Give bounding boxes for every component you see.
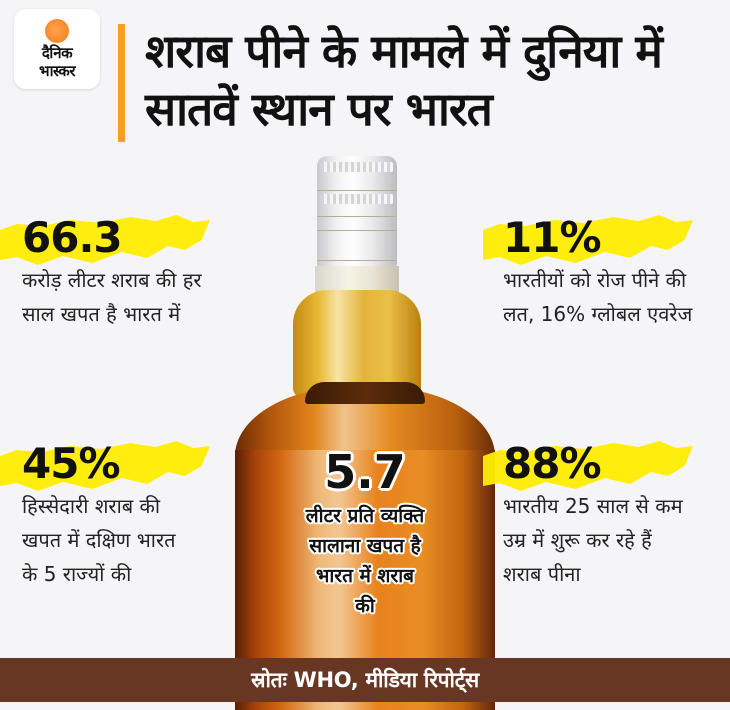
stat-annual-consumption: 66.3 करोड़ लीटर शराब की हर साल खपत है भा… (0, 213, 252, 331)
logo-text-line2: भास्कर (39, 62, 75, 80)
stat-under-25-start: 88% भारतीय 25 साल से कम उम्र में शुरू कर… (483, 439, 730, 591)
stat-description: हिस्सेदारी शराब की खपत में दक्षिण भारत क… (22, 494, 176, 586)
sun-icon (45, 19, 69, 43)
page-title: शराब पीने के मामले में दुनिया में सातवें… (145, 24, 663, 136)
center-stat-description: लीटर प्रति व्यक्ति सालाना खपत है भारत मे… (305, 505, 425, 617)
source-text: स्रोतः WHO, मीडिया रिपोर्ट्स (251, 668, 479, 692)
bottle-cap (317, 156, 397, 266)
stat-value: 45% (22, 439, 121, 488)
whisky-bottle-illustration: 5.7 लीटर प्रति व्यक्ति सालाना खपत है भार… (235, 150, 495, 710)
center-stat: 5.7 लीटर प्रति व्यक्ति सालाना खपत है भार… (235, 445, 495, 621)
center-stat-value: 5.7 (324, 445, 406, 499)
stat-south-india-share: 45% हिस्सेदारी शराब की खपत में दक्षिण भा… (0, 439, 252, 591)
title-accent-bar (118, 24, 125, 142)
bottle-neck (293, 290, 421, 398)
stat-description: भारतीयों को रोज पीने की लत, 16% ग्लोबल ए… (503, 268, 693, 326)
stat-description: भारतीय 25 साल से कम उम्र में शुरू कर रहे… (503, 494, 683, 586)
dainik-bhaskar-logo: दैनिक भास्कर (14, 9, 100, 89)
stat-value: 11% (503, 213, 602, 262)
source-footer: स्रोतः WHO, मीडिया रिपोर्ट्स (0, 658, 730, 702)
stat-value: 88% (503, 439, 602, 488)
stat-daily-drinkers: 11% भारतीयों को रोज पीने की लत, 16% ग्लो… (483, 213, 730, 331)
stat-value: 66.3 (22, 213, 123, 262)
logo-text-line1: दैनिक (41, 44, 73, 62)
stat-description: करोड़ लीटर शराब की हर साल खपत है भारत मे… (22, 268, 202, 326)
